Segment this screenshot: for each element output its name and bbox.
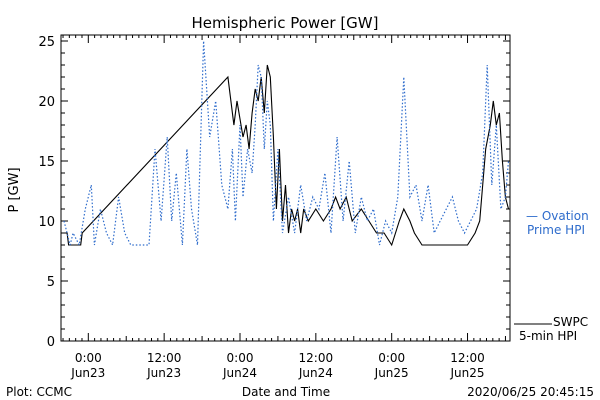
y-tick-label: 15 <box>38 155 55 170</box>
y-axis-label: P [GW] <box>7 167 22 212</box>
x-tick-label-time: 12:00 <box>450 351 485 365</box>
plot-credit: Plot: CCMC <box>6 385 72 399</box>
y-tick-label: 20 <box>38 95 55 110</box>
plot-frame <box>60 34 511 342</box>
legend-swpc-label-2: 5-min HPI <box>519 329 577 343</box>
x-ticks: 0:00Jun2312:00Jun230:00Jun2412:00Jun240:… <box>62 35 506 380</box>
series-line-ovation <box>63 40 510 248</box>
legend-ovation-label: — Ovation <box>526 209 589 223</box>
series-group <box>61 40 510 248</box>
plot-timestamp: 2020/06/25 20:45:15 <box>467 385 594 399</box>
x-tick-label-date: Jun23 <box>70 366 105 380</box>
x-tick-label-time: 0:00 <box>227 351 254 365</box>
x-tick-label-time: 0:00 <box>378 351 405 365</box>
x-tick-label-date: Jun23 <box>146 366 181 380</box>
x-axis-title: Date and Time <box>242 385 330 399</box>
y-tick-label: 10 <box>38 215 55 230</box>
series-line-swpc <box>61 64 510 247</box>
x-tick-label-time: 12:00 <box>299 351 334 365</box>
x-tick-label-date: Jun25 <box>374 366 409 380</box>
chart-title: Hemispheric Power [GW] <box>192 14 379 32</box>
legend-swpc-label: SWPC <box>553 315 588 329</box>
x-tick-label-time: 12:00 <box>147 351 182 365</box>
x-tick-label-date: Jun24 <box>222 366 257 380</box>
y-ticks: 0 5 10 15 20 25 <box>38 35 510 350</box>
y-tick-label: 0 <box>47 335 55 350</box>
y-tick-label: 25 <box>38 35 55 50</box>
x-tick-label-time: 0:00 <box>75 351 102 365</box>
x-tick-label-date: Jun25 <box>450 366 485 380</box>
legend-ovation-label-2: Prime HPI <box>527 223 585 237</box>
legend: — Ovation Prime HPI SWPC 5-min HPI <box>514 209 589 343</box>
x-tick-label-date: Jun24 <box>298 366 333 380</box>
y-tick-label: 5 <box>47 275 55 290</box>
